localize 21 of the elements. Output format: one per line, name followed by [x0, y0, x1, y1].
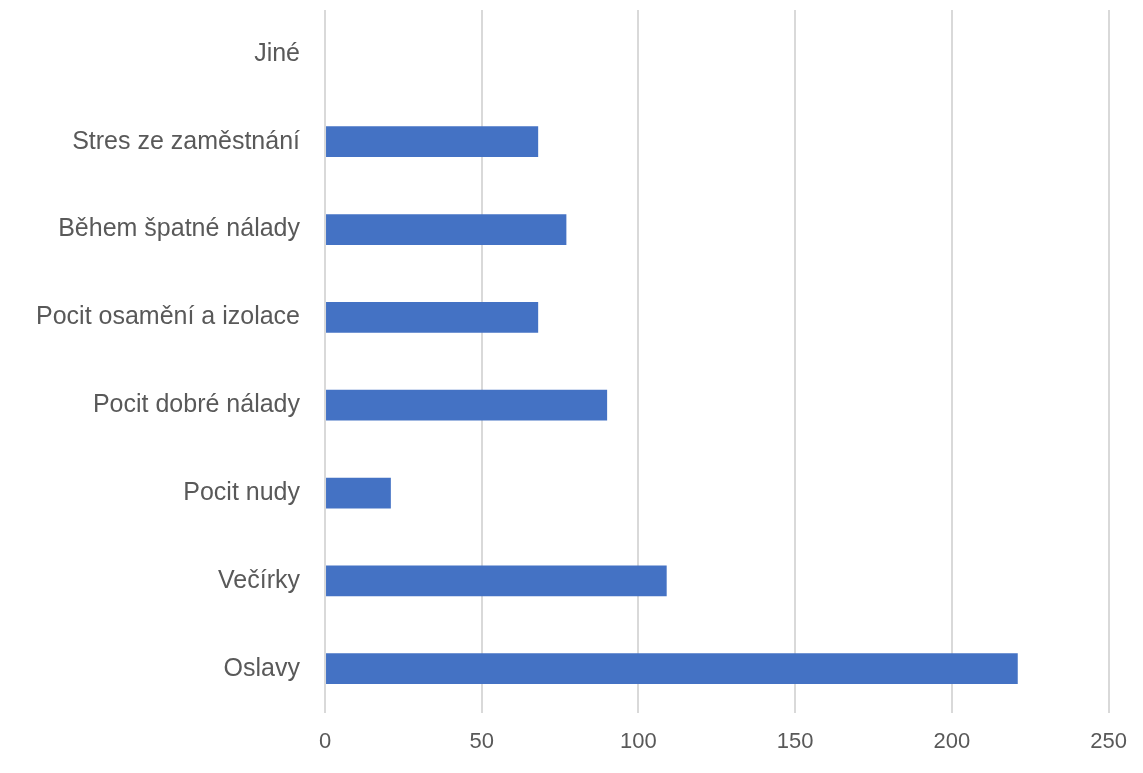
- bar: [326, 565, 667, 597]
- bar: [326, 126, 539, 158]
- y-tick-label: Během špatné nálady: [58, 213, 301, 242]
- x-tick-label: 250: [1090, 727, 1128, 753]
- x-tick-label: 150: [776, 727, 814, 753]
- x-tick-label: 200: [933, 727, 971, 753]
- y-tick-label: Stres ze zaměstnání: [72, 125, 301, 154]
- bar: [326, 214, 567, 245]
- y-tick-label: Pocit nudy: [183, 476, 301, 505]
- y-tick-label: Jiné: [254, 37, 301, 66]
- y-tick-label: Pocit dobré nálady: [92, 389, 301, 418]
- bar: [326, 389, 608, 421]
- x-tick-label: 0: [318, 727, 332, 753]
- y-tick-label: Oslavy: [223, 652, 301, 681]
- x-tick-label: 100: [620, 727, 657, 753]
- y-tick-label: Pocit osamění a izolace: [35, 301, 301, 330]
- bar: [326, 302, 539, 333]
- x-tick-label: 50: [469, 727, 494, 753]
- y-tick-label: Večírky: [218, 564, 301, 593]
- bar: [326, 653, 1018, 685]
- bar: [326, 477, 391, 509]
